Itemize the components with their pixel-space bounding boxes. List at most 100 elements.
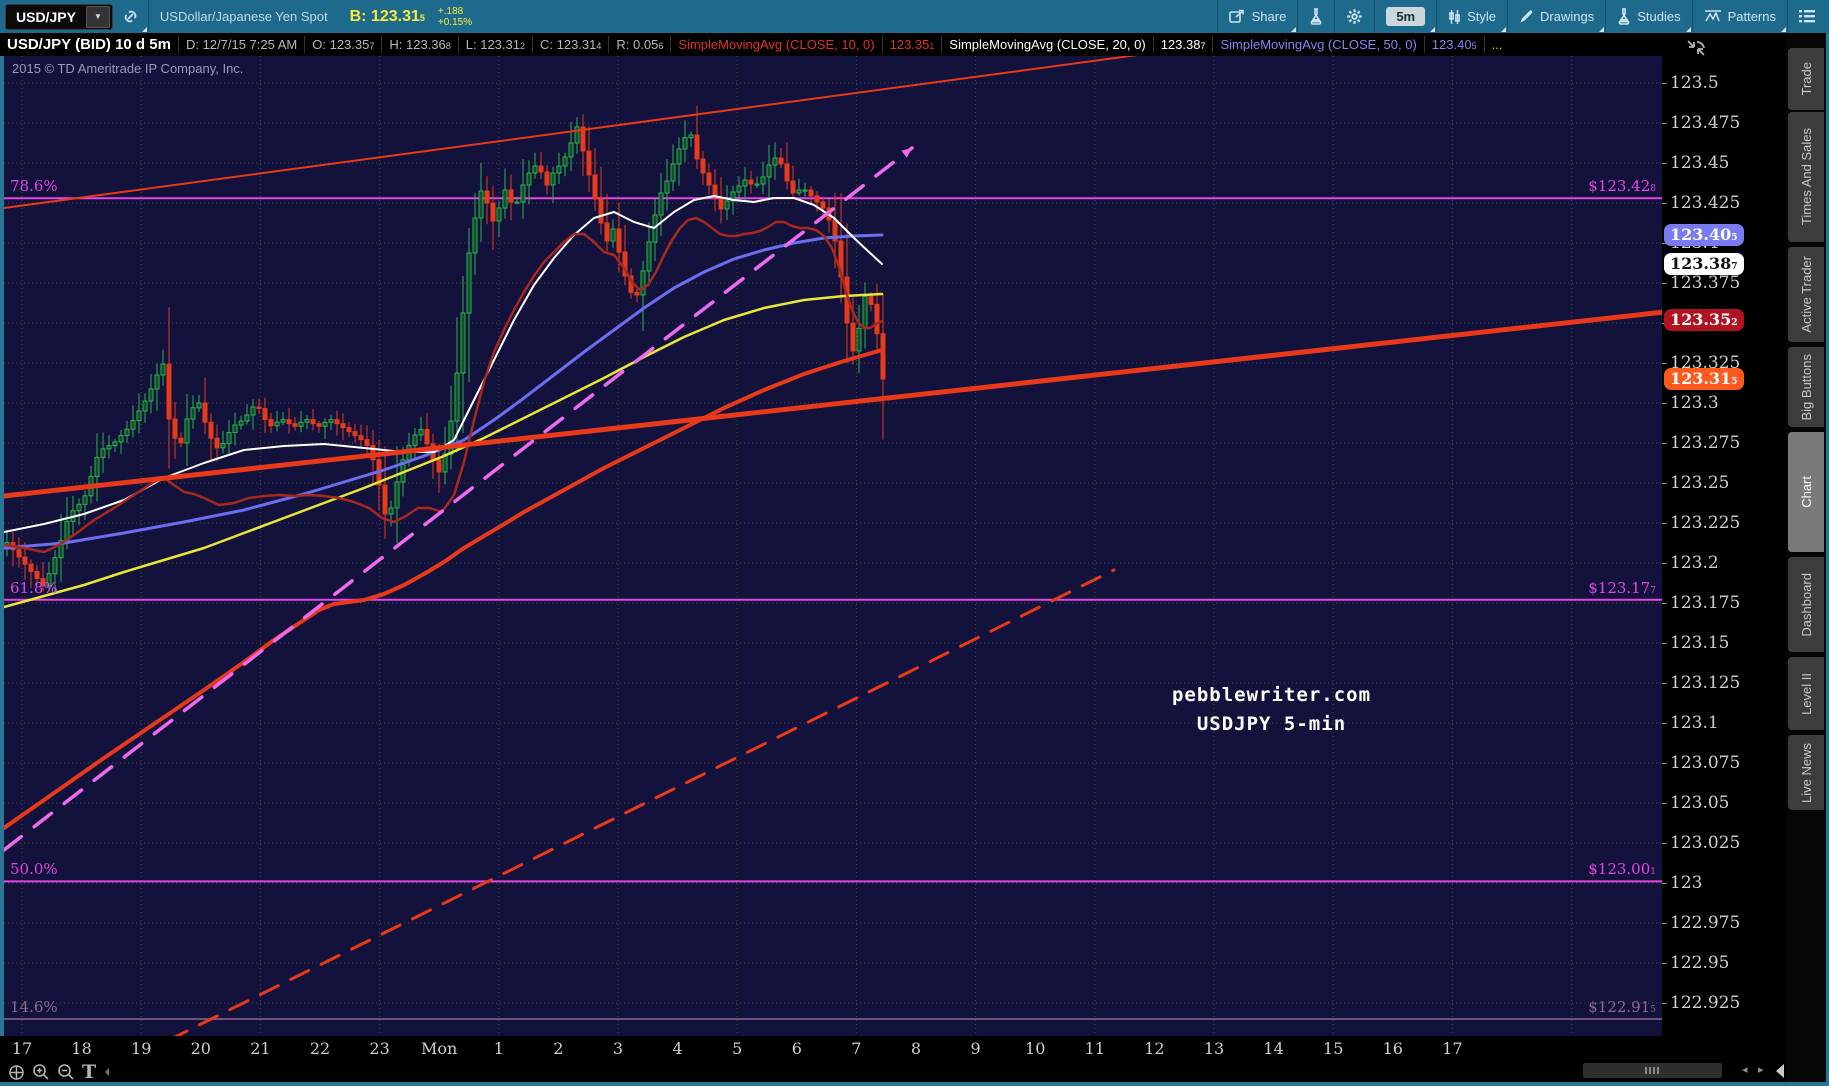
axis-tick-mark [1662,123,1667,124]
price-bubble: 123.315 [1664,368,1744,390]
time-tick-label: 15 [1323,1039,1344,1058]
collapse-tools-icon[interactable] [103,1067,111,1077]
sidebar-tab-active-trader[interactable]: Active Trader [1788,247,1824,342]
axis-tick-mark [1662,803,1667,804]
bid-price: B: 123.315 [349,7,425,25]
bar-datetime: D: 12/7/15 7:25 AM [179,36,306,53]
toolbar-menu-button[interactable] [1787,0,1829,33]
studies-button[interactable]: Studies [1605,0,1691,33]
price-bubble: 123.405 [1664,224,1744,246]
price-tick-label: 123 [1670,873,1703,893]
axis-tick-mark [1662,603,1667,604]
sma10-legend[interactable]: SimpleMovingAvg (CLOSE, 10, 0) [671,36,883,53]
timeframe-button[interactable]: 5m [1374,0,1436,33]
bar-low: L: 123.312 [459,36,533,53]
time-tick-label: Mon [421,1039,458,1058]
scrollbar-grip[interactable] [1645,1067,1659,1074]
symbol-selector[interactable]: USD/JPY ▼ [5,3,113,30]
sidebar-tab-trade[interactable]: Trade [1788,48,1824,110]
drawings-button[interactable]: Drawings [1507,0,1605,33]
time-tick-label: 23 [369,1039,390,1058]
time-tick-label: 2 [553,1039,564,1058]
time-tick-label: 4 [672,1039,683,1058]
sidebar-tab-big-buttons[interactable]: Big Buttons [1788,347,1824,427]
settings-button[interactable] [1334,0,1374,33]
fib-percent-label: 14.6% [10,998,58,1016]
sidebar-tab-chart[interactable]: Chart [1788,432,1824,552]
scroll-right-arrow[interactable]: ▸ [1758,1064,1764,1076]
price-axis[interactable]: 123.5123.475123.45123.425123.4123.375123… [1662,56,1786,1036]
time-tick-label: 13 [1203,1039,1225,1058]
price-tick-label: 123.25 [1670,473,1730,493]
price-tick-label: 123.15 [1670,633,1730,653]
sidebar-tab-level-ii[interactable]: Level II [1788,657,1824,730]
price-tick-label: 123.2 [1670,553,1719,573]
price-tick-label: 123.225 [1670,513,1741,533]
axis-tick-mark [1662,763,1667,764]
axis-tick-mark [1662,363,1667,364]
more-studies[interactable]: ... [1491,37,1503,52]
fib-price-label: $123.001 [1588,860,1656,879]
price-tick-label: 123.1 [1670,713,1719,733]
price-tick-label: 123.025 [1670,833,1741,853]
time-tick-label: 1 [493,1039,504,1058]
price-tick-label: 123.375 [1670,273,1741,293]
text-tool-button[interactable]: T [82,1061,97,1083]
sidebar-tab-dashboard[interactable]: Dashboard [1788,557,1824,652]
sma20-legend[interactable]: SimpleMovingAvg (CLOSE, 20, 0) [942,36,1154,53]
studies-flask-icon [1618,8,1630,25]
axis-tick-mark [1662,243,1667,244]
axis-tick-mark [1662,1003,1667,1004]
sma50-legend[interactable]: SimpleMovingAvg (CLOSE, 50, 0) [1213,36,1425,53]
time-axis[interactable]: 17 18 19 20 21 22 23 Mon 1 2 3 4 5 6 7 8 9 10 11 12 13 14 15 16… [0,1036,1786,1060]
style-button[interactable]: Style [1436,0,1507,33]
watermark-site: pebblewriter.com [1171,684,1372,706]
detach-panel-icon[interactable] [1685,38,1707,58]
time-tick-label: 17 [11,1039,33,1058]
share-button[interactable]: Share [1216,0,1298,33]
price-tick-label: 123.125 [1670,673,1741,693]
candle-style-icon [1449,9,1461,24]
sidebar-tab-times-and-sales[interactable]: Times And Sales [1788,112,1824,242]
time-tick-label: 3 [612,1039,624,1058]
bar-high: H: 123.368 [382,36,459,53]
top-toolbar: USD/JPY ▼ USDollar/Japanese Yen Spot B: … [0,0,1829,33]
price-tick-label: 123.3 [1670,393,1719,413]
time-tick-label: 17 [1442,1039,1463,1058]
candlestick-chart [4,56,1662,1036]
link-button[interactable] [113,0,148,33]
fib-percent-label: 61.8% [10,578,58,597]
time-tick-label: 14 [1263,1039,1284,1058]
axis-tick-mark [1662,963,1667,964]
copyright-watermark: 2015 © TD Ameritrade IP Company, Inc. [12,61,244,76]
time-tick-label: 22 [309,1039,331,1058]
axis-tick-mark [1662,83,1667,84]
price-tick-label: 123.05 [1670,793,1730,813]
horizontal-scrollbar[interactable] [1583,1063,1722,1078]
scroll-left-arrow[interactable]: ◂ [1742,1064,1748,1076]
fib-price-label: $123.428 [1588,177,1656,196]
time-tick-label: 6 [791,1039,802,1058]
flask-icon [1310,8,1322,25]
price-bubble: 123.352 [1664,308,1744,331]
time-tick-label: 11 [1084,1039,1105,1058]
sma50-value: 123.405 [1425,36,1485,53]
axis-tick-mark [1662,563,1667,564]
chart-plot-area[interactable]: 2015 © TD Ameritrade IP Company, Inc. pe… [0,56,1666,1036]
price-tick-label: 122.925 [1670,993,1741,1013]
zoom-out-icon[interactable] [57,1063,75,1081]
sidebar-tab-live-news[interactable]: Live News [1788,735,1824,810]
window-edge-right [1826,33,1829,1082]
analyze-button[interactable] [1297,0,1334,33]
zoom-in-icon[interactable] [32,1063,50,1081]
price-tick-label: 123.175 [1670,593,1741,613]
price-tick-label: 122.975 [1670,913,1741,933]
symbol-dropdown-button[interactable]: ▼ [85,5,110,28]
price-tick-label: 123.075 [1670,753,1741,773]
link-icon [124,10,137,23]
patterns-button[interactable]: Patterns [1691,0,1787,33]
pan-tool-icon[interactable] [8,1064,25,1081]
time-tick-label: 18 [71,1039,92,1058]
axis-tick-mark [1662,283,1667,284]
